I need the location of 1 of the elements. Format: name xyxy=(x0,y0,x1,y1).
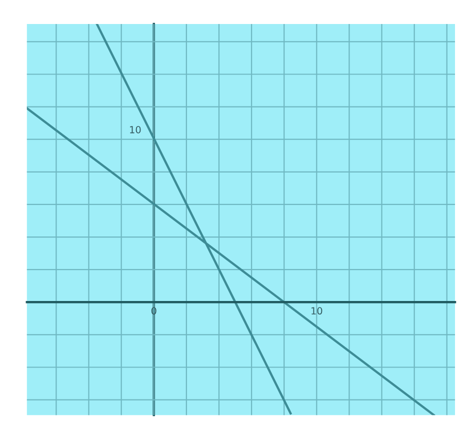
annotation: 10 xyxy=(130,126,141,134)
